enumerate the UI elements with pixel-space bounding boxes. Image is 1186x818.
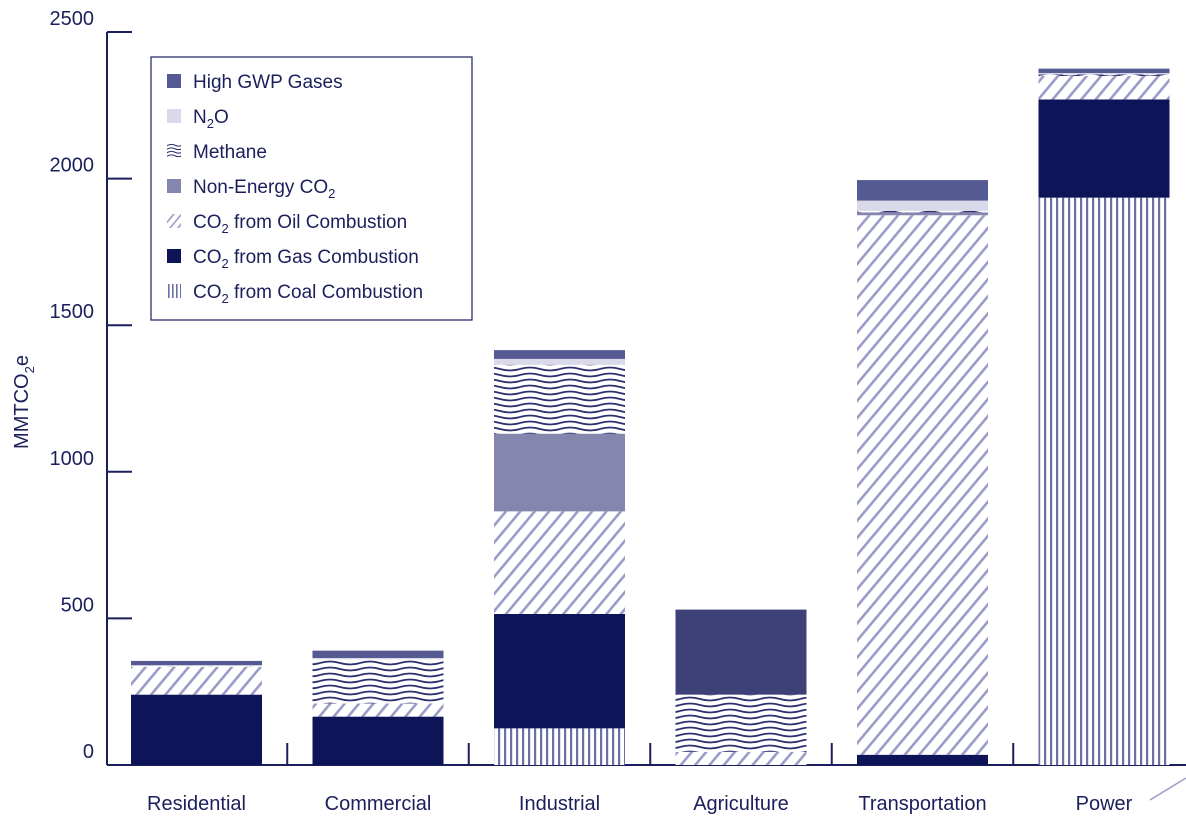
legend-swatch <box>167 284 181 298</box>
bar-segment <box>857 180 988 201</box>
bar-segment <box>312 657 444 660</box>
legend-label: CO2 from Oil Combustion <box>193 212 407 236</box>
legend-label: Methane <box>193 142 267 163</box>
y-tick-label: 2000 <box>50 155 95 177</box>
legend-label: High GWP Gases <box>193 72 343 93</box>
legend-swatch <box>167 74 181 88</box>
x-tick-label: Residential <box>147 793 246 815</box>
x-tick-label: Commercial <box>325 793 432 815</box>
x-tick-label: Transportation <box>858 793 986 815</box>
bar-segment <box>494 728 625 765</box>
bar-segment <box>1038 75 1170 100</box>
bar-segment <box>494 511 625 615</box>
bar-segment <box>131 694 262 765</box>
legend-swatch <box>167 179 181 193</box>
y-tick-label: 1000 <box>50 448 95 470</box>
y-axis-label: MMTCO2e <box>11 355 37 449</box>
legend-label: Non-Energy CO2 <box>193 177 335 201</box>
bar-segment <box>857 200 988 211</box>
bar-segment <box>494 614 625 729</box>
bars <box>131 68 1170 765</box>
legend-swatch <box>167 144 181 158</box>
bar-segment <box>857 215 988 755</box>
bar-segment <box>1038 68 1170 74</box>
bar-segment <box>1038 73 1170 75</box>
bar-segment <box>675 609 807 695</box>
y-axis: 0 500 1000 1500 2000 2500 <box>50 8 132 766</box>
x-tick-label: Industrial <box>519 793 600 815</box>
legend-label: CO2 from Gas Combustion <box>193 247 419 271</box>
bar-stack-transportation <box>857 180 988 765</box>
corner-decoration <box>1149 777 1186 801</box>
bar-segment <box>1038 197 1170 765</box>
legend-entry: CO2 from Gas Combustion <box>167 247 419 271</box>
y-tick-label: 0 <box>83 741 94 763</box>
legend-entry: High GWP Gases <box>167 72 343 93</box>
bar-segment <box>857 212 988 216</box>
bar-segment <box>857 754 988 765</box>
bar-stack-residential <box>131 660 262 765</box>
legend-entry: Non-Energy CO2 <box>167 177 335 201</box>
bar-segment <box>312 659 444 704</box>
legend-swatch <box>167 249 181 263</box>
legend-entry: Methane <box>167 142 267 163</box>
bar-segment <box>131 660 262 666</box>
bar-segment <box>494 350 625 359</box>
legend-box <box>150 56 473 321</box>
bar-segment <box>494 358 625 365</box>
y-tick-label: 500 <box>61 594 94 616</box>
legend-swatch <box>167 109 181 123</box>
bar-segment <box>131 665 262 667</box>
bar-segment <box>675 751 807 765</box>
x-tick-label: Power <box>1076 793 1133 815</box>
legend-entry: CO2 from Coal Combustion <box>167 282 423 306</box>
bar-segment <box>1038 99 1170 198</box>
bar-stack-agriculture <box>675 609 807 765</box>
y-tick-label: 2500 <box>50 8 95 30</box>
x-tick-label: Agriculture <box>693 793 789 815</box>
y-tick-label: 1500 <box>50 301 95 323</box>
bar-segment <box>494 433 625 512</box>
legend-entry: CO2 from Oil Combustion <box>167 212 407 236</box>
bar-segment <box>1038 74 1170 76</box>
bar-segment <box>312 650 444 658</box>
bar-stack-commercial <box>312 650 444 765</box>
bar-segment <box>675 694 807 752</box>
bar-segment <box>131 666 262 695</box>
bar-stack-industrial <box>494 350 625 765</box>
legend-swatch <box>167 214 181 228</box>
bar-segment <box>312 703 444 717</box>
bar-segment <box>494 364 625 434</box>
bar-segment <box>857 210 988 213</box>
legend-label: CO2 from Coal Combustion <box>193 282 423 306</box>
x-axis: Residential Commercial Industrial Agricultu… <box>107 743 1186 815</box>
bar-stack-power <box>1038 68 1170 765</box>
bar-segment <box>312 716 444 765</box>
